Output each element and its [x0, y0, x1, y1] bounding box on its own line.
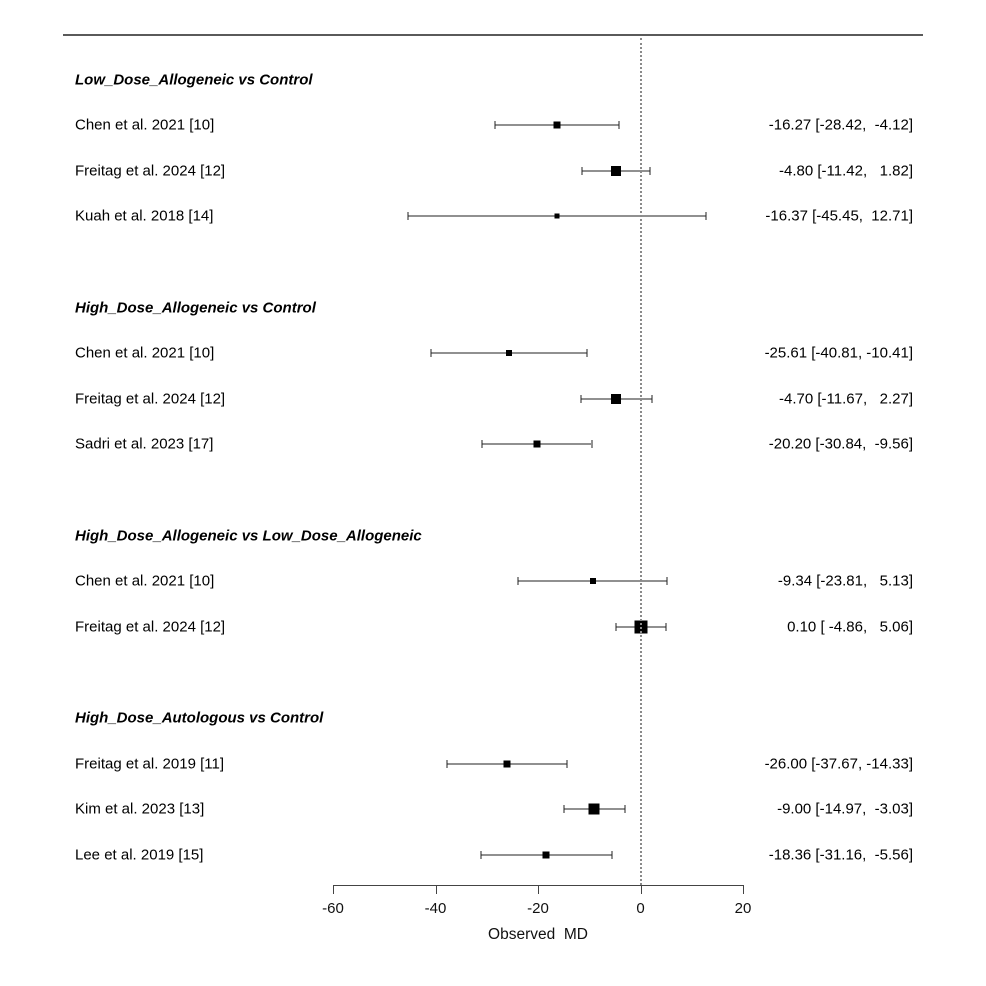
- estimate-annotation: -26.00 [-37.67, -14.33]: [764, 755, 913, 772]
- ci-cap-right: [705, 212, 707, 221]
- ci-cap-left: [407, 212, 409, 221]
- x-axis-tick: [333, 885, 334, 894]
- ci-cap-left: [615, 622, 617, 631]
- estimate-annotation: -18.36 [-31.16, -5.56]: [768, 846, 913, 864]
- effect-marker: [553, 121, 561, 129]
- group-header: High_Dose_Autologous vs Control: [75, 709, 324, 727]
- study-label: Kim et al. 2023 [13]: [75, 800, 205, 818]
- ci-cap-left: [517, 577, 519, 586]
- ci-cap-right: [624, 805, 626, 814]
- study-label: Freitag et al. 2024 [12]: [75, 162, 226, 180]
- ci-cap-right: [586, 349, 588, 358]
- ci-cap-left: [580, 394, 582, 403]
- estimate-annotation: -4.80 [-11.42, 1.82]: [779, 162, 913, 180]
- x-axis-tick-label: -20: [527, 900, 549, 917]
- estimate-annotation: -9.00 [-14.97, -3.03]: [777, 800, 913, 818]
- effect-marker: [611, 393, 622, 404]
- ci-cap-left: [581, 166, 583, 175]
- study-label: Sadri et al. 2023 [17]: [75, 435, 214, 453]
- x-axis-tick: [640, 885, 642, 894]
- effect-marker: [588, 803, 600, 815]
- ci-cap-right: [649, 166, 651, 175]
- group-header: High_Dose_Allogeneic vs Control: [75, 299, 316, 316]
- ci-cap-right: [665, 622, 667, 631]
- ci-cap-left: [494, 121, 496, 130]
- effect-marker: [610, 165, 621, 176]
- study-label: Freitag et al. 2024 [12]: [75, 618, 226, 636]
- ci-cap-right: [611, 850, 613, 859]
- ci-cap-left: [430, 349, 432, 358]
- x-axis-tick-label: -40: [424, 900, 447, 917]
- study-label: Freitag et al. 2024 [12]: [75, 390, 226, 408]
- x-axis-title: Observed MD: [488, 926, 588, 943]
- effect-marker: [589, 578, 596, 585]
- study-label: Kuah et al. 2018 [14]: [75, 207, 214, 225]
- ci-cap-right: [591, 440, 592, 449]
- estimate-annotation: -25.61 [-40.81, -10.41]: [764, 344, 913, 362]
- ci-cap-right: [618, 121, 620, 130]
- study-label: Chen et al. 2021 [10]: [75, 572, 215, 590]
- estimate-annotation: -16.37 [-45.45, 12.71]: [765, 207, 913, 225]
- ci-cap-left: [480, 850, 482, 859]
- x-axis-tick: [435, 885, 437, 894]
- study-label: Chen et al. 2021 [10]: [75, 344, 215, 362]
- study-label: Lee et al. 2019 [15]: [75, 846, 204, 864]
- ci-cap-left: [446, 759, 448, 768]
- ci-cap-right: [666, 577, 668, 586]
- estimate-annotation: -9.34 [-23.81, 5.13]: [777, 572, 913, 590]
- estimate-annotation: -16.27 [-28.42, -4.12]: [768, 116, 913, 134]
- x-axis-tick: [743, 885, 744, 894]
- group-header: High_Dose_Allogeneic vs Low_Dose_Allogen…: [75, 527, 422, 544]
- top-rule-line: [63, 34, 923, 36]
- ci-cap-right: [566, 759, 568, 768]
- x-axis-tick-label: -60: [322, 900, 344, 917]
- study-label: Freitag et al. 2019 [11]: [75, 755, 224, 772]
- x-axis-tick-label: 20: [734, 900, 752, 917]
- estimate-annotation: -20.20 [-30.84, -9.56]: [768, 435, 913, 453]
- ci-cap-right: [651, 394, 653, 403]
- group-header: Low_Dose_Allogeneic vs Control: [75, 71, 313, 88]
- estimate-annotation: 0.10 [ -4.86, 5.06]: [787, 618, 913, 636]
- effect-marker: [542, 851, 550, 859]
- study-label: Chen et al. 2021 [10]: [75, 116, 215, 134]
- effect-marker: [503, 760, 511, 767]
- effect-marker: [533, 440, 541, 448]
- effect-marker: [554, 213, 560, 219]
- ci-cap-left: [563, 805, 565, 814]
- x-axis-tick-label: 0: [636, 900, 645, 917]
- estimate-annotation: -4.70 [-11.67, 2.27]: [779, 390, 913, 408]
- ci-cap-left: [481, 440, 483, 449]
- effect-marker: [506, 350, 513, 357]
- x-axis-tick: [538, 885, 539, 894]
- zero-reference-line: [639, 38, 642, 885]
